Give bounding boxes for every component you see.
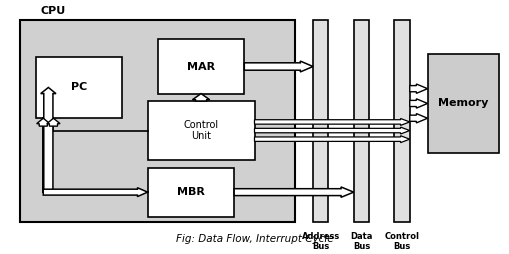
Polygon shape xyxy=(192,94,210,101)
Bar xyxy=(354,20,369,222)
Text: Data
Bus: Data Bus xyxy=(350,232,373,251)
Text: Control
Bus: Control Bus xyxy=(385,232,419,251)
Polygon shape xyxy=(47,118,60,126)
Text: MBR: MBR xyxy=(177,187,205,197)
Polygon shape xyxy=(410,114,428,123)
Polygon shape xyxy=(41,87,56,192)
Text: MAR: MAR xyxy=(187,61,215,72)
Polygon shape xyxy=(254,118,410,125)
Bar xyxy=(313,20,328,222)
Bar xyxy=(158,39,244,94)
Bar xyxy=(148,167,234,217)
Text: CPU: CPU xyxy=(41,6,66,16)
Polygon shape xyxy=(244,61,313,72)
Bar xyxy=(148,101,254,160)
Text: Memory: Memory xyxy=(438,99,488,108)
Text: Control
Unit: Control Unit xyxy=(183,120,219,141)
Polygon shape xyxy=(410,84,428,93)
Polygon shape xyxy=(43,188,148,197)
Polygon shape xyxy=(37,118,50,126)
Text: Address
Bus: Address Bus xyxy=(301,232,340,251)
Polygon shape xyxy=(410,99,428,108)
Text: Fig: Data Flow, Interrupt Cycle: Fig: Data Flow, Interrupt Cycle xyxy=(176,234,333,244)
Polygon shape xyxy=(254,136,410,143)
Polygon shape xyxy=(234,187,354,197)
Bar xyxy=(394,20,410,222)
Bar xyxy=(428,54,499,153)
Text: PC: PC xyxy=(71,83,87,92)
Bar xyxy=(20,20,295,222)
Polygon shape xyxy=(254,127,410,134)
Bar xyxy=(36,57,122,118)
